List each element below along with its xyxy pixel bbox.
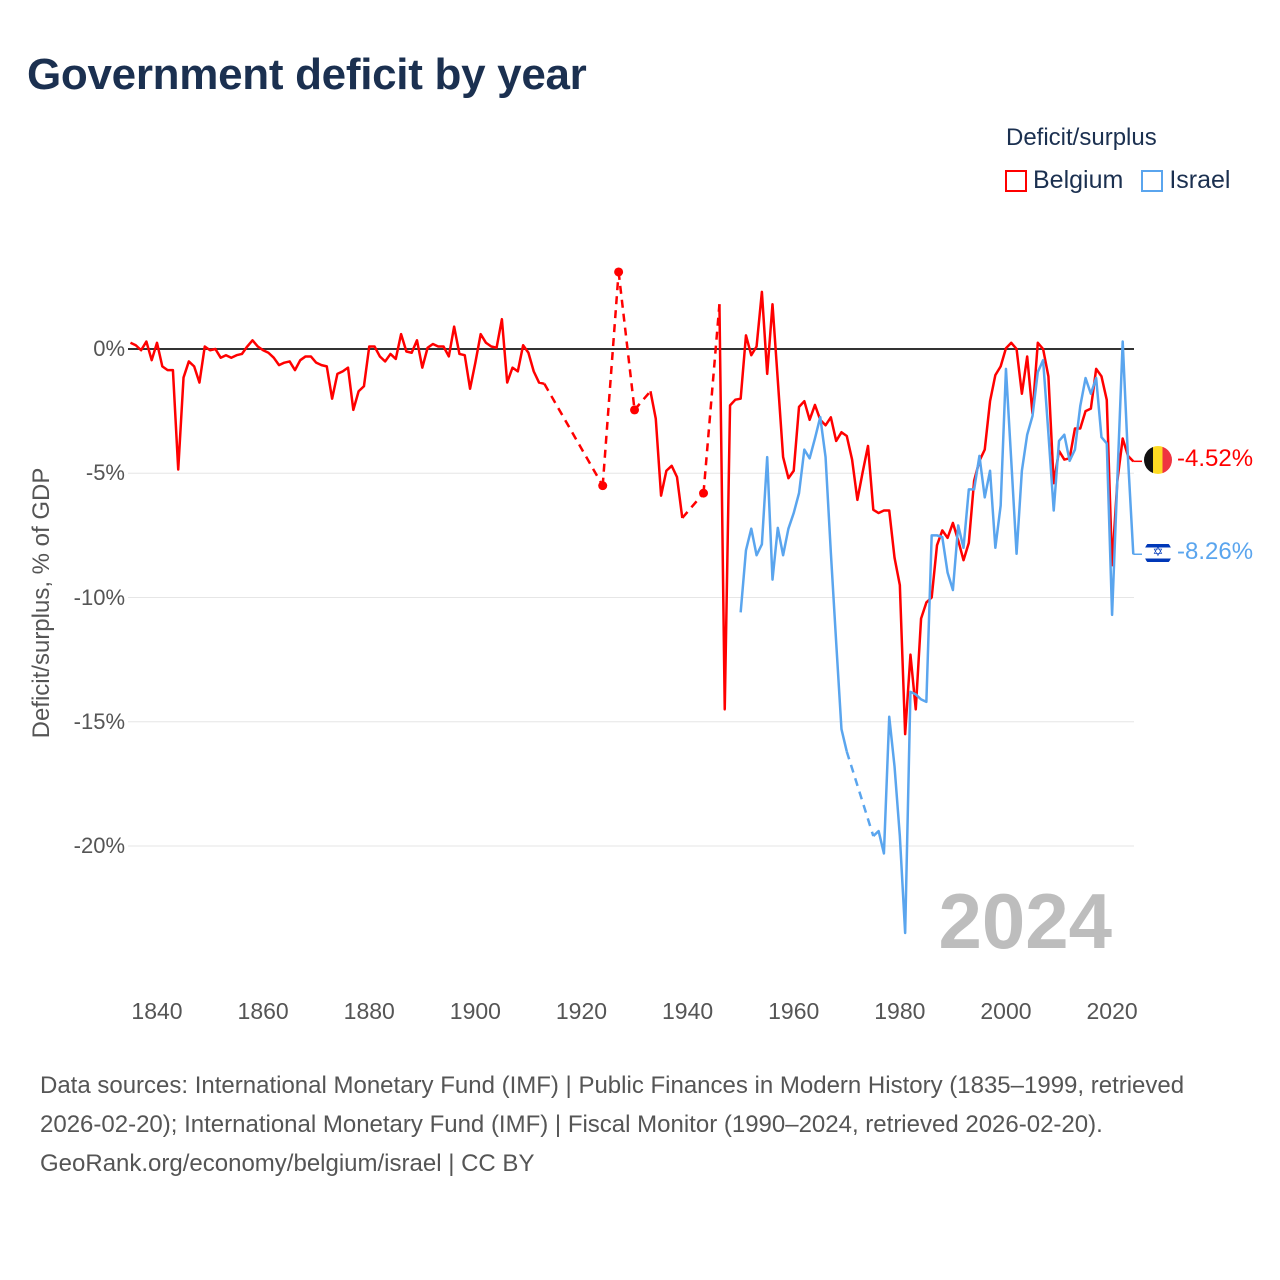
x-tick-label: 1840 <box>131 998 183 1024</box>
legend-swatch-israel <box>1141 169 1164 192</box>
belgium-flag-icon <box>1144 446 1172 474</box>
y-tick-label: -20% <box>73 833 125 858</box>
data-sources: Data sources: International Monetary Fun… <box>40 1072 1185 1138</box>
belgium-end-label: -4.52% <box>1177 445 1254 472</box>
y-tick-label: 0% <box>93 336 125 361</box>
y-axis-label: Deficit/surplus, % of GDP <box>28 467 55 739</box>
belgium-gap-line <box>543 383 604 487</box>
credit-link[interactable]: GeoRank.org/economy/belgium/israel | CC … <box>40 1150 535 1177</box>
x-tick-label: 1940 <box>662 998 714 1024</box>
y-tick-label: -10% <box>73 584 125 610</box>
x-tick-label: 1880 <box>343 998 395 1024</box>
x-tick-label: 1980 <box>874 998 926 1024</box>
legend-label: Belgium <box>1033 166 1124 194</box>
belgium-line <box>129 317 545 471</box>
israel-end-label: -8.26% <box>1177 538 1254 565</box>
belgium-gap-line <box>617 271 636 411</box>
israel-line <box>739 415 848 752</box>
x-tick-label: 1900 <box>449 998 501 1024</box>
legend-title: Deficit/surplus <box>1006 124 1157 151</box>
belgium-line <box>718 290 1135 736</box>
israel-flag-icon: ✡ <box>1144 539 1172 567</box>
x-tick-label: 1920 <box>555 998 608 1024</box>
belgium-gap-line <box>601 271 620 486</box>
israel-gap-line <box>845 751 875 837</box>
legend-label: Israel <box>1169 166 1231 194</box>
legend-item-israel[interactable]: Israel <box>1141 166 1230 195</box>
belgium-series <box>129 267 1142 736</box>
x-tick-label: 1960 <box>768 998 820 1024</box>
y-tick-label: -5% <box>85 460 125 486</box>
israel-line <box>872 340 1135 935</box>
current-year-label: 2024 <box>938 877 1112 965</box>
legend: Belgium Israel <box>1005 166 1230 195</box>
x-tick-label: 2020 <box>1086 998 1138 1024</box>
belgium-gap-line <box>702 304 721 494</box>
footer: Data sources: International Monetary Fun… <box>40 1066 1250 1183</box>
legend-swatch-belgium <box>1005 169 1027 192</box>
chart-title: Government deficit by year <box>27 50 587 99</box>
legend-item-belgium[interactable]: Belgium <box>1005 166 1123 195</box>
belgium-line <box>649 391 684 519</box>
belgium-gap-line <box>633 390 652 411</box>
israel-series <box>739 340 1142 935</box>
x-tick-label: 2000 <box>980 998 1032 1024</box>
x-tick-label: 1860 <box>237 998 289 1024</box>
y-tick-label: -15% <box>73 708 125 734</box>
belgium-gap-line <box>681 492 705 519</box>
